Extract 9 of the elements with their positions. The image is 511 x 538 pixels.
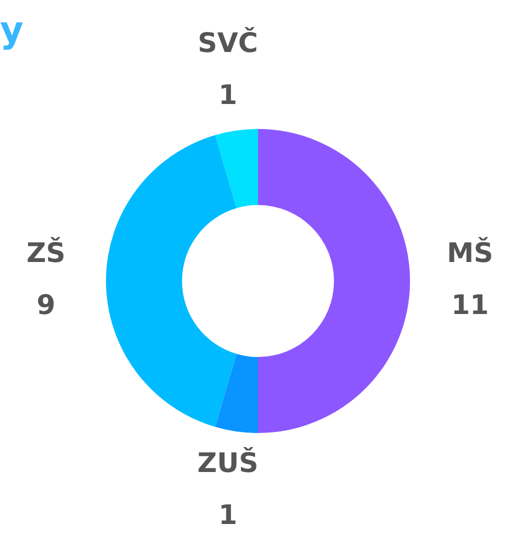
slice-label: SVČ [198,26,258,60]
data-label: 9 [36,290,56,322]
data-label: 11 [451,290,489,322]
slice-label: MŠ [446,236,494,270]
data-label: 1 [218,80,238,112]
chart-title: y [0,10,24,51]
slice-label: ZŠ [26,236,66,270]
slice-label: ZUŠ [197,446,258,479]
data-label: 1 [218,500,238,531]
